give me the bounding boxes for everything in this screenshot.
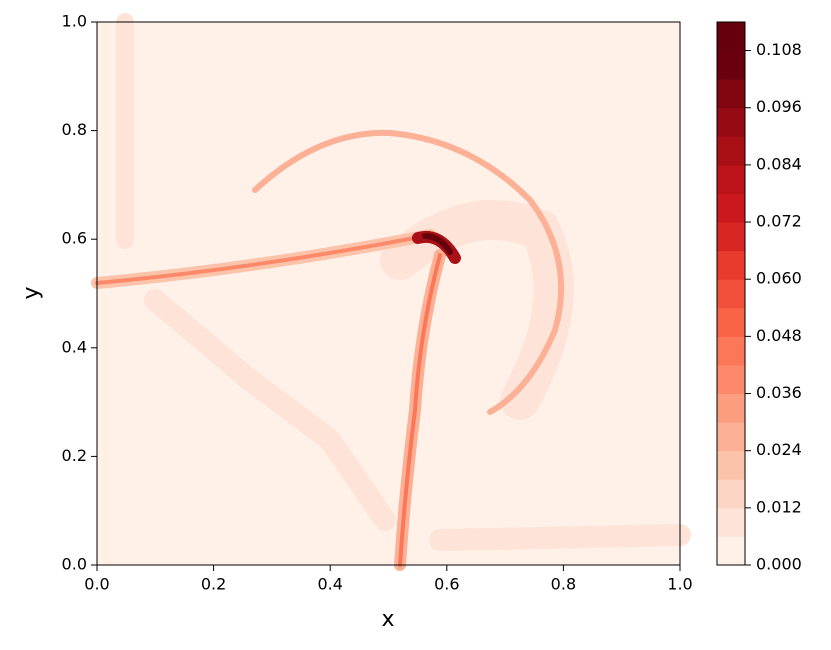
x-tick-label: 1.0: [667, 575, 692, 594]
colorbar-band: [717, 136, 745, 166]
y-tick-label: 0.6: [62, 229, 87, 248]
colorbar-band: [717, 222, 745, 252]
plot-frame: [96, 21, 681, 566]
colorbar-band: [717, 479, 745, 509]
colorbar-band: [717, 279, 745, 309]
colorbar-frame: [716, 21, 746, 566]
colorbar-tick-label: 0.108: [756, 40, 802, 59]
colorbar-band: [717, 79, 745, 109]
colorbar-band: [717, 536, 745, 566]
field-background: [97, 22, 680, 565]
y-tick-label: 0.4: [62, 337, 87, 356]
colorbar-band: [717, 193, 745, 223]
colorbar-tick-label: 0.024: [756, 440, 802, 459]
colorbar-band: [717, 507, 745, 537]
colorbar-band: [717, 164, 745, 194]
y-tick-label: 0.0: [62, 555, 87, 574]
x-tick-label: 0.0: [84, 575, 109, 594]
colorbar-band: [717, 422, 745, 452]
y-axis-label: y: [19, 286, 44, 299]
colorbar-tick-label: 0.084: [756, 154, 802, 173]
contour-field: [91, 13, 691, 571]
colorbar-tick-label: 0.012: [756, 497, 802, 516]
colorbar-band: [717, 364, 745, 395]
colorbar-tick-label: 0.060: [756, 269, 802, 288]
colorbar: [717, 22, 745, 566]
colorbar-band: [717, 107, 745, 137]
colorbar-tick-label: 0.048: [756, 326, 802, 345]
x-axis-label: x: [381, 607, 394, 632]
colorbar-band: [717, 307, 745, 337]
x-tick-label: 0.8: [551, 575, 576, 594]
colorbar-tick-label: 0.000: [756, 555, 802, 574]
field-features: [91, 13, 691, 571]
x-tick-label: 0.6: [434, 575, 459, 594]
colorbar-tick-label: 0.072: [756, 212, 802, 231]
colorbar-band: [717, 393, 745, 423]
y-tick-label: 0.8: [62, 120, 87, 139]
x-tick-label: 0.2: [201, 575, 226, 594]
colorbar-tick-label: 0.036: [756, 383, 802, 402]
y-tick-label: 1.0: [62, 12, 87, 31]
colorbar-band: [717, 50, 745, 80]
colorbar-band: [717, 450, 745, 480]
colorbar-band: [717, 250, 745, 280]
colorbar-band: [717, 336, 745, 366]
x-tick-label: 0.4: [317, 575, 342, 594]
y-tick-label: 0.2: [62, 446, 87, 465]
colorbar-band: [717, 22, 745, 52]
colorbar-tick-label: 0.096: [756, 97, 802, 116]
